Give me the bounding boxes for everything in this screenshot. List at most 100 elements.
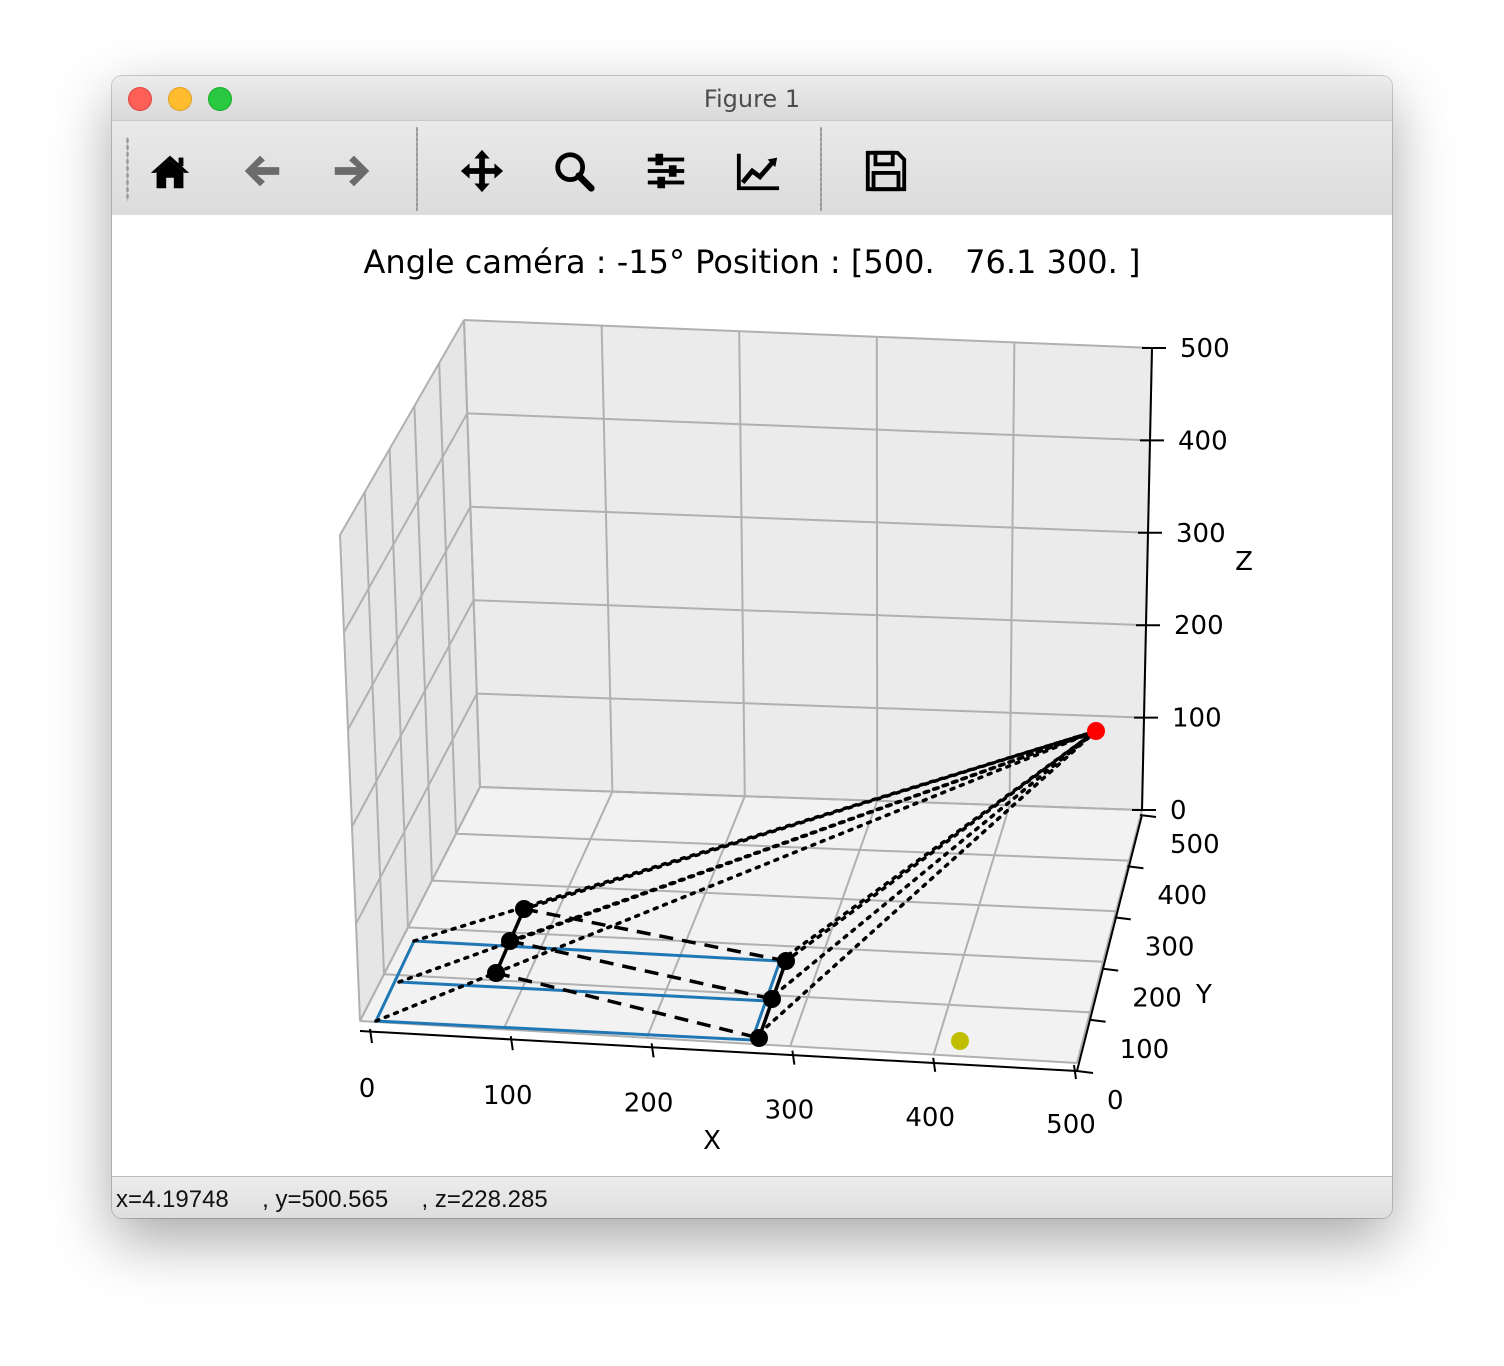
x-tick-label: 200 xyxy=(624,1088,674,1118)
grid-line xyxy=(407,926,1104,963)
y-tick-label: 200 xyxy=(1132,984,1182,1014)
save-button[interactable] xyxy=(860,145,912,197)
grid-line xyxy=(463,319,481,788)
cursor-coordinates: x=4.19748 , y=500.565 , z=228.285 xyxy=(116,1186,548,1213)
grid-line xyxy=(431,879,1117,913)
grid-line xyxy=(383,973,1091,1014)
zoom-button[interactable] xyxy=(548,145,600,197)
zoom-icon xyxy=(555,152,595,192)
y-tick-label: 0 xyxy=(1107,1086,1124,1116)
camera-point xyxy=(1087,722,1105,740)
marker xyxy=(501,932,519,950)
grid-line xyxy=(463,319,1153,349)
y-tick-label: 500 xyxy=(1170,830,1220,860)
z-tick-label: 200 xyxy=(1174,611,1224,641)
figure-window: Figure 1 xyxy=(112,76,1392,1218)
grid-line xyxy=(359,786,481,1022)
pan-icon xyxy=(460,149,504,193)
grid-line xyxy=(1008,342,1016,806)
marker xyxy=(515,900,533,918)
figure-canvas[interactable]: Angle caméra : -15° Position : [500. 76.… xyxy=(112,215,1392,1175)
status-bar: x=4.19748 , y=500.565 , z=228.285 xyxy=(112,1176,1392,1218)
y-tick xyxy=(1127,865,1144,870)
floor-pane xyxy=(359,786,1143,1064)
grid-line xyxy=(339,534,361,1022)
grid-line xyxy=(645,795,746,1039)
grid-line xyxy=(359,1020,1078,1064)
x-tick xyxy=(1073,1064,1077,1080)
x-axis-line xyxy=(359,1030,1078,1072)
grid-line xyxy=(476,692,1145,719)
minimize-window-button[interactable] xyxy=(168,87,192,111)
home-icon xyxy=(150,155,190,189)
close-window-button[interactable] xyxy=(128,87,152,111)
forward-icon xyxy=(334,155,370,187)
y-tick xyxy=(1139,814,1157,818)
subplots-button[interactable] xyxy=(640,145,692,197)
x-tick-label: 300 xyxy=(765,1096,815,1126)
grid-line xyxy=(455,832,1130,862)
z-tick-label: 0 xyxy=(1170,796,1187,826)
axis-ticks: 0 100 200 300 400 500 0 100 200 300 400 500 0 100 200 3… xyxy=(359,334,1230,1140)
x-tick-label: 400 xyxy=(905,1103,955,1133)
grid-line xyxy=(473,599,1147,627)
axes-edit-icon xyxy=(736,153,780,191)
grid-line xyxy=(438,362,457,834)
grid-line xyxy=(738,331,746,797)
window-title: Figure 1 xyxy=(703,85,801,113)
forward-button[interactable] xyxy=(326,145,378,197)
grid-line xyxy=(470,505,1149,534)
grid-line xyxy=(388,448,409,928)
z-axis-line xyxy=(1141,347,1153,811)
axes-edit-button[interactable] xyxy=(732,145,784,197)
grid-line xyxy=(467,412,1151,442)
home-button[interactable] xyxy=(144,145,196,197)
marker xyxy=(487,964,505,982)
y-tick xyxy=(1114,916,1131,921)
grid-line xyxy=(413,405,433,881)
x-tick-label: 0 xyxy=(359,1074,376,1104)
pan-button[interactable] xyxy=(456,145,508,197)
marker xyxy=(777,952,795,970)
back-button[interactable] xyxy=(236,145,288,197)
grid-line xyxy=(355,693,478,925)
subplots-icon xyxy=(647,153,685,189)
y-tick xyxy=(1089,1018,1106,1023)
toolbar-separator xyxy=(820,127,822,211)
save-icon xyxy=(865,150,907,192)
image-corner-markers xyxy=(487,900,795,1047)
grid-line xyxy=(351,599,475,828)
toolbar-grip[interactable] xyxy=(126,137,129,201)
marker xyxy=(763,990,781,1008)
navigation-toolbar xyxy=(112,120,1392,216)
plot-title: Angle caméra : -15° Position : [500. 76.… xyxy=(363,243,1141,281)
y-tick xyxy=(1102,967,1119,972)
back-pane xyxy=(463,319,1153,811)
x-tick xyxy=(509,1036,514,1051)
grid-line xyxy=(347,506,472,730)
grid-line xyxy=(339,319,465,536)
axes-3d[interactable]: 0 100 200 300 400 500 0 100 200 300 400 500 0 100 200 3… xyxy=(112,215,1392,1175)
x-tick xyxy=(369,1028,373,1044)
z-tick-label: 500 xyxy=(1180,334,1230,364)
marker xyxy=(750,1029,768,1047)
y-tick xyxy=(1076,1070,1094,1074)
z-axis-label: Z xyxy=(1235,547,1253,577)
x-tick xyxy=(791,1050,796,1065)
y-axis-line xyxy=(1076,814,1143,1072)
zoom-window-button[interactable] xyxy=(208,87,232,111)
grid-line xyxy=(1076,809,1143,1064)
grid-line xyxy=(479,786,1143,811)
toolbar-separator xyxy=(416,127,418,211)
x-tick-label: 100 xyxy=(483,1081,533,1111)
grid-line xyxy=(343,412,469,633)
back-icon xyxy=(244,155,280,187)
y-tick-label: 300 xyxy=(1145,932,1195,962)
y-tick-label: 100 xyxy=(1120,1035,1170,1065)
grid-line xyxy=(363,491,385,975)
x-tick xyxy=(650,1043,655,1058)
z-tick-label: 400 xyxy=(1178,426,1228,456)
title-bar: Figure 1 xyxy=(112,76,1392,120)
z-tick-label: 300 xyxy=(1176,519,1226,549)
x-tick-label: 500 xyxy=(1046,1110,1096,1140)
